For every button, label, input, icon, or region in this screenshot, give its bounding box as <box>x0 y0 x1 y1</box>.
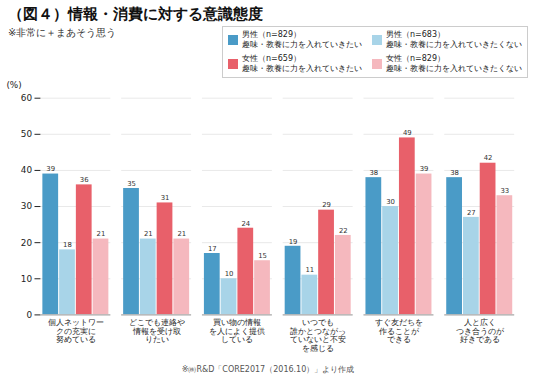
svg-text:35: 35 <box>127 180 136 188</box>
svg-text:人と広くつき合うのが好きである: 人と広くつき合うのが好きである <box>456 318 505 344</box>
svg-text:22: 22 <box>339 227 348 235</box>
svg-text:個人ネットワークの充実に努めている: 個人ネットワークの充実に努めている <box>48 318 104 344</box>
svg-text:49: 49 <box>403 129 412 137</box>
svg-text:21: 21 <box>144 230 153 238</box>
svg-text:21: 21 <box>177 230 186 238</box>
html-text:男性（n=829） 趣味・教養に力を入れていきたい: 男性（n=829） 趣味・教養に力を入れていきたい <box>242 30 362 49</box>
svg-text:11: 11 <box>305 266 314 274</box>
svg-text:31: 31 <box>161 194 170 202</box>
svg-text:いつでも誰かとつながっていないと不安を感じる: いつでも誰かとつながっていないと不安を感じる <box>290 318 346 353</box>
svg-text:38: 38 <box>450 169 459 177</box>
svg-text:20: 20 <box>21 237 33 247</box>
svg-text:21: 21 <box>97 230 106 238</box>
html-text:※非常に＋まあそう思う: ※非常に＋まあそう思う <box>8 27 117 38</box>
svg-text:どこでも連絡や情報を受け取りたい: どこでも連絡や情報を受け取りたい <box>129 318 185 344</box>
svg-text:0: 0 <box>26 310 32 320</box>
html-text:男性（n=683） 趣味・教養に力を入れていきたくない: 男性（n=683） 趣味・教養に力を入れていきたくない <box>386 30 522 49</box>
svg-text:買い物の情報を人によく提供している: 買い物の情報を人によく提供している <box>209 318 265 344</box>
svg-text:24: 24 <box>241 219 250 227</box>
svg-text:30: 30 <box>21 201 33 211</box>
svg-text:(%): (%) <box>6 80 21 90</box>
svg-text:29: 29 <box>322 201 331 209</box>
svg-text:10: 10 <box>225 270 234 278</box>
svg-text:50: 50 <box>21 129 33 139</box>
svg-text:すぐ友だちを作ることができる: すぐ友だちを作ることができる <box>375 318 423 344</box>
svg-text:18: 18 <box>63 241 72 249</box>
svg-text:10: 10 <box>21 274 33 284</box>
html-text:女性（n=829） 趣味・教養に力を入れていきたくない: 女性（n=829） 趣味・教養に力を入れていきたくない <box>386 54 522 73</box>
svg-text:39: 39 <box>420 165 429 173</box>
svg-text:39: 39 <box>46 165 55 173</box>
svg-text:40: 40 <box>21 165 33 175</box>
svg-text:17: 17 <box>208 245 217 253</box>
html-text:（図４）情報・消費に対する意識態度: （図４）情報・消費に対する意識態度 <box>8 5 263 23</box>
svg-text:27: 27 <box>467 209 476 217</box>
svg-text:30: 30 <box>386 198 395 206</box>
svg-text:36: 36 <box>80 176 89 184</box>
svg-text:19: 19 <box>289 238 298 246</box>
svg-text:15: 15 <box>258 252 267 260</box>
svg-text:60: 60 <box>21 93 33 103</box>
svg-text:42: 42 <box>484 154 493 162</box>
svg-text:38: 38 <box>369 169 378 177</box>
html-text:女性（n=659） 趣味・教養に力を入れていきたい: 女性（n=659） 趣味・教養に力を入れていきたい <box>242 54 362 73</box>
svg-text:33: 33 <box>500 187 509 195</box>
html-text:※㈱R&D「CORE2017（2016.10）」より作成: ※㈱R&D「CORE2017（2016.10）」より作成 <box>181 364 355 374</box>
